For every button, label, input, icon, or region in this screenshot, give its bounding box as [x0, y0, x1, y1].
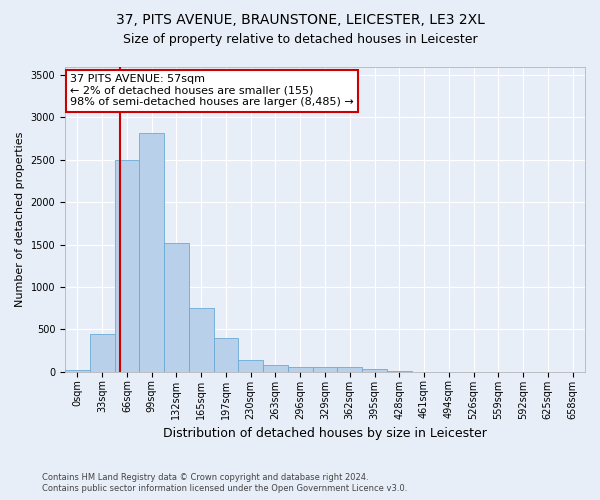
Bar: [238, 360, 263, 372]
Bar: [362, 369, 387, 372]
Bar: [337, 366, 362, 372]
Bar: [263, 365, 288, 372]
Text: Contains public sector information licensed under the Open Government Licence v3: Contains public sector information licen…: [42, 484, 407, 493]
Bar: [164, 243, 189, 372]
Bar: [189, 308, 214, 372]
Bar: [65, 370, 90, 372]
Text: 37 PITS AVENUE: 57sqm
← 2% of detached houses are smaller (155)
98% of semi-deta: 37 PITS AVENUE: 57sqm ← 2% of detached h…: [70, 74, 354, 108]
Bar: [313, 366, 337, 372]
Text: Size of property relative to detached houses in Leicester: Size of property relative to detached ho…: [122, 32, 478, 46]
Y-axis label: Number of detached properties: Number of detached properties: [15, 132, 25, 307]
X-axis label: Distribution of detached houses by size in Leicester: Distribution of detached houses by size …: [163, 427, 487, 440]
Bar: [288, 366, 313, 372]
Bar: [387, 371, 412, 372]
Text: 37, PITS AVENUE, BRAUNSTONE, LEICESTER, LE3 2XL: 37, PITS AVENUE, BRAUNSTONE, LEICESTER, …: [116, 12, 484, 26]
Bar: [214, 338, 238, 372]
Bar: [139, 132, 164, 372]
Bar: [90, 334, 115, 372]
Bar: [115, 160, 139, 372]
Text: Contains HM Land Registry data © Crown copyright and database right 2024.: Contains HM Land Registry data © Crown c…: [42, 472, 368, 482]
